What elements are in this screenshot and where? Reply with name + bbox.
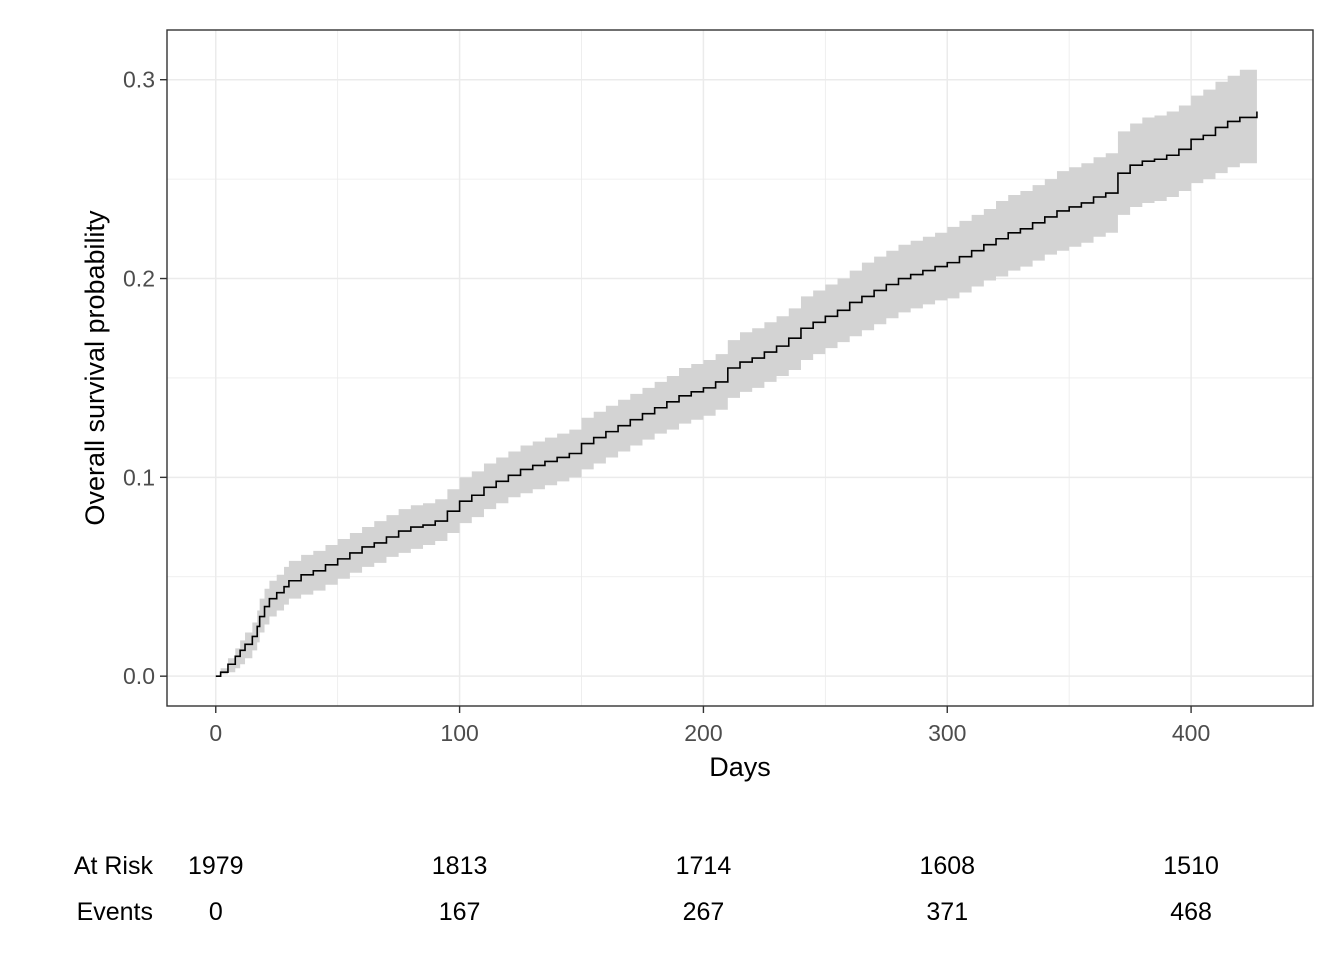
risk-table-cell: 371 xyxy=(926,898,968,926)
x-tick-label: 400 xyxy=(1172,720,1210,746)
x-tick-label: 200 xyxy=(684,720,722,746)
x-tick-label: 300 xyxy=(928,720,966,746)
risk-table-cell: 167 xyxy=(439,898,481,926)
risk-table-cell: 1510 xyxy=(1163,852,1219,880)
confidence-band-layer xyxy=(215,61,1257,677)
x-tick-label: 100 xyxy=(440,720,478,746)
y-tick-label: 0.1 xyxy=(123,464,155,490)
x-tick-label: 0 xyxy=(209,720,222,746)
y-axis-ticks: 0.0 0.1 0.2 0.3 xyxy=(123,67,167,689)
panel-border xyxy=(166,29,1314,707)
survival-curve-layer xyxy=(215,111,1258,677)
risk-table-cell: 1813 xyxy=(432,852,488,880)
risk-table-cell: 1979 xyxy=(188,852,244,880)
risk-table-row-label: At Risk xyxy=(74,852,154,880)
confidence-band xyxy=(215,61,1257,677)
risk-table-cell: 267 xyxy=(683,898,725,926)
risk-table-cell: 1714 xyxy=(676,852,732,880)
risk-table-row-label: Events xyxy=(77,898,153,926)
y-tick-label: 0.0 xyxy=(123,663,155,689)
risk-table: At Risk 1979 1813 1714 1608 1510 Events 0 167 267… xyxy=(74,852,1219,926)
survival-curve xyxy=(215,111,1258,677)
y-tick-label: 0.3 xyxy=(123,67,155,93)
risk-table-cell: 0 xyxy=(209,898,223,926)
risk-table-cell: 468 xyxy=(1170,898,1212,926)
x-axis-title: Days xyxy=(709,752,771,782)
y-tick-label: 0.2 xyxy=(123,266,155,292)
y-axis-title: Overall survival probability xyxy=(80,210,110,526)
risk-table-cell: 1608 xyxy=(919,852,975,880)
x-axis-ticks: 0 100 200 300 400 xyxy=(209,706,1210,746)
